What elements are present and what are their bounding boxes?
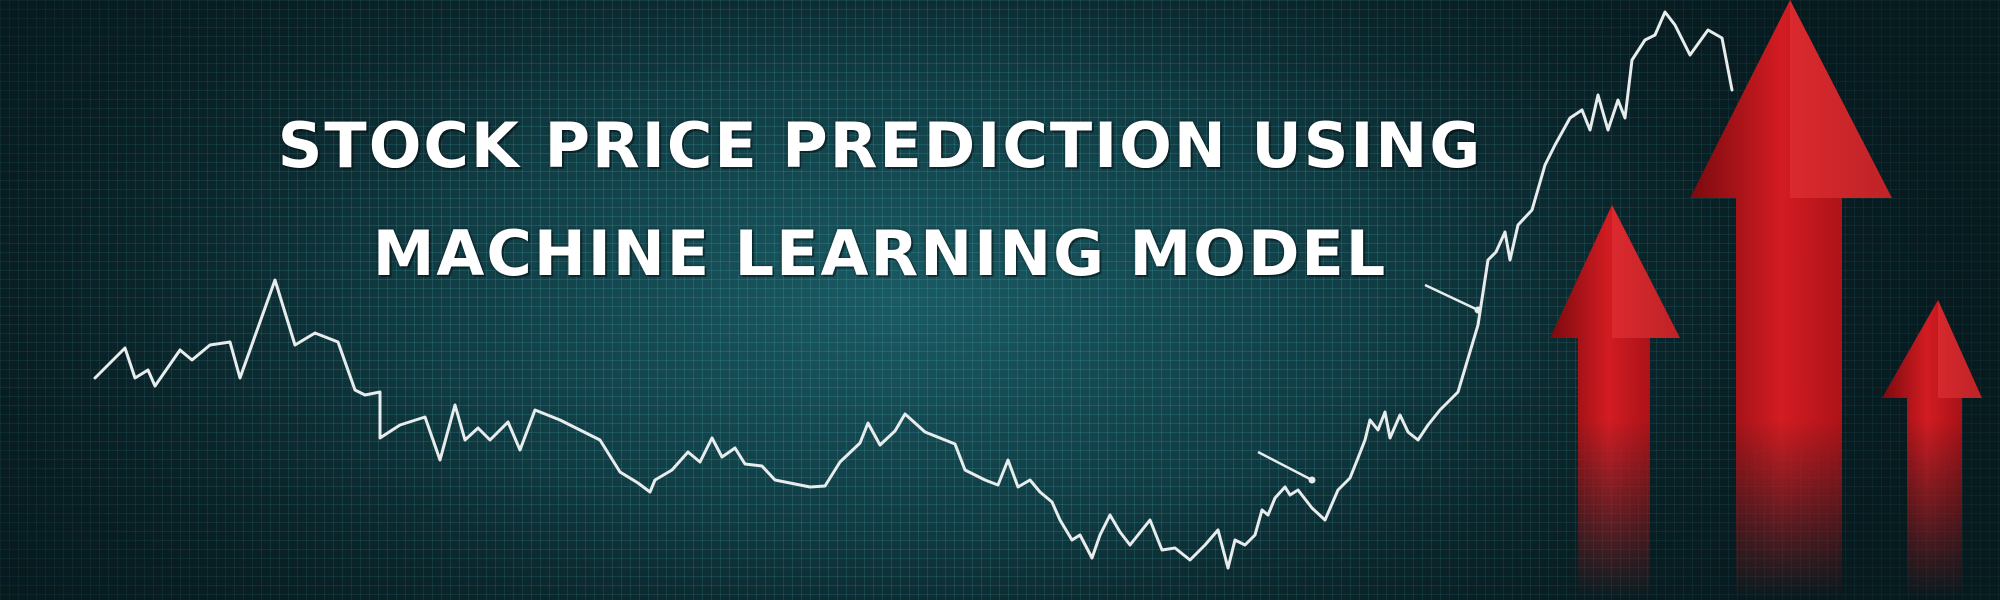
up-arrow-icon bbox=[1550, 205, 1680, 600]
pointer-dot-2 bbox=[1474, 306, 1482, 314]
up-arrow-icon bbox=[1882, 300, 1982, 600]
pointer-line-1 bbox=[1257, 450, 1313, 482]
headline: STOCK PRICE PREDICTION USING MACHINE LEA… bbox=[0, 92, 1760, 308]
stock-trend-line bbox=[93, 10, 1734, 570]
pointer-line-2 bbox=[1424, 283, 1479, 312]
headline-line-2: MACHINE LEARNING MODEL bbox=[372, 217, 1388, 290]
pointer-dot-1 bbox=[1308, 476, 1316, 484]
up-arrow-icon bbox=[1690, 0, 1892, 600]
headline-line-1: STOCK PRICE PREDICTION USING bbox=[277, 109, 1483, 182]
